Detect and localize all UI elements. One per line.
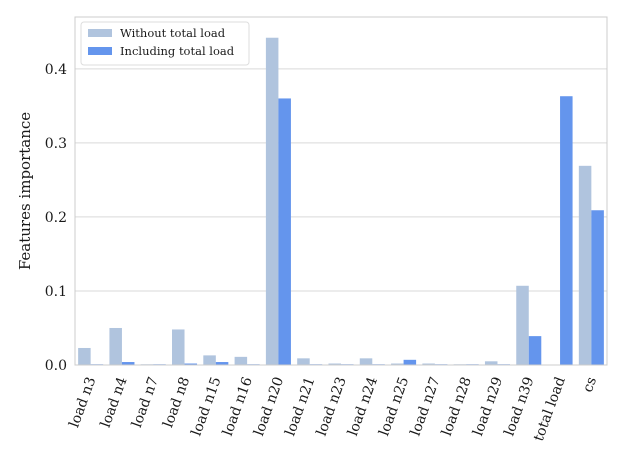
x-tick-label-load-n29: load n29 bbox=[470, 375, 506, 438]
bar-without-total-load-load-n21 bbox=[297, 358, 310, 365]
legend-swatch-including-total-load bbox=[88, 47, 112, 55]
bar-without-total-load-load-n39 bbox=[516, 285, 529, 365]
legend-box bbox=[80, 21, 250, 66]
bar-without-total-load-cs bbox=[578, 165, 592, 365]
y-tick-label: 0.4 bbox=[45, 62, 67, 78]
bar-without-total-load-load-n25 bbox=[391, 363, 404, 365]
x-tick-label-load-n27: load n27 bbox=[408, 375, 444, 438]
bar-including-total-load-load-n39 bbox=[528, 336, 542, 365]
bar-without-total-load-load-n24 bbox=[359, 358, 373, 365]
bar-without-total-load-load-n16 bbox=[234, 356, 248, 365]
bar-without-total-load-load-n8 bbox=[172, 329, 185, 365]
legend-swatch-without-total-load bbox=[88, 29, 112, 37]
bar-without-total-load-load-n27 bbox=[422, 363, 435, 365]
x-tick-label-load-n28: load n28 bbox=[439, 375, 475, 438]
x-tick-label-load-n21: load n21 bbox=[282, 375, 318, 438]
x-tick-label-load-n7: load n7 bbox=[129, 375, 162, 430]
x-tick-label-load-n23: load n23 bbox=[314, 375, 350, 438]
bar-including-total-load-load-n8 bbox=[184, 363, 198, 365]
x-tick-label-load-n16: load n16 bbox=[220, 375, 256, 438]
legend: Without total load Including total load bbox=[80, 21, 250, 66]
x-tick-label-load-n39: load n39 bbox=[501, 375, 537, 438]
legend-label-including-total-load: Including total load bbox=[120, 44, 235, 58]
bar-without-total-load-load-n15 bbox=[203, 355, 216, 365]
legend-label-without-total-load: Without total load bbox=[120, 26, 226, 40]
bar-without-total-load-load-n20 bbox=[265, 37, 279, 366]
bar-without-total-load-load-n23 bbox=[328, 363, 341, 365]
y-ticks: 0.0 0.1 0.2 0.3 0.4 bbox=[45, 62, 67, 374]
y-tick-label: 0.1 bbox=[45, 284, 67, 300]
x-tick-label-load-n3: load n3 bbox=[66, 375, 99, 430]
x-tick-label-load-n15: load n15 bbox=[189, 375, 225, 438]
x-tick-label-cs: cs bbox=[580, 375, 600, 395]
bar-including-total-load-total-load bbox=[560, 96, 573, 366]
x-tick-label-load-n24: load n24 bbox=[345, 375, 381, 438]
y-tick-label: 0.0 bbox=[45, 358, 67, 374]
y-axis-label: Features importance bbox=[16, 112, 34, 270]
x-tick-label-load-n4: load n4 bbox=[98, 375, 131, 430]
bar-including-total-load-load-n25 bbox=[403, 359, 417, 365]
bar-without-total-load-load-n3 bbox=[78, 347, 91, 365]
bars-layer bbox=[78, 37, 604, 366]
bar-including-total-load-cs bbox=[591, 210, 604, 365]
x-tick-label-load-n8: load n8 bbox=[160, 375, 193, 430]
bar-including-total-load-load-n15 bbox=[215, 362, 229, 365]
x-tick-label-total-load: total load bbox=[531, 375, 569, 444]
bar-without-total-load-load-n4 bbox=[109, 327, 122, 365]
y-tick-label: 0.3 bbox=[45, 136, 67, 152]
bar-without-total-load-load-n29 bbox=[484, 361, 498, 365]
plot-frame bbox=[74, 16, 608, 366]
x-tick-label-load-n25: load n25 bbox=[376, 375, 412, 438]
bar-including-total-load-load-n20 bbox=[278, 98, 291, 365]
x-tick-label-load-n20: load n20 bbox=[251, 375, 287, 438]
y-tick-label: 0.2 bbox=[45, 210, 67, 226]
bar-including-total-load-load-n4 bbox=[121, 362, 135, 365]
